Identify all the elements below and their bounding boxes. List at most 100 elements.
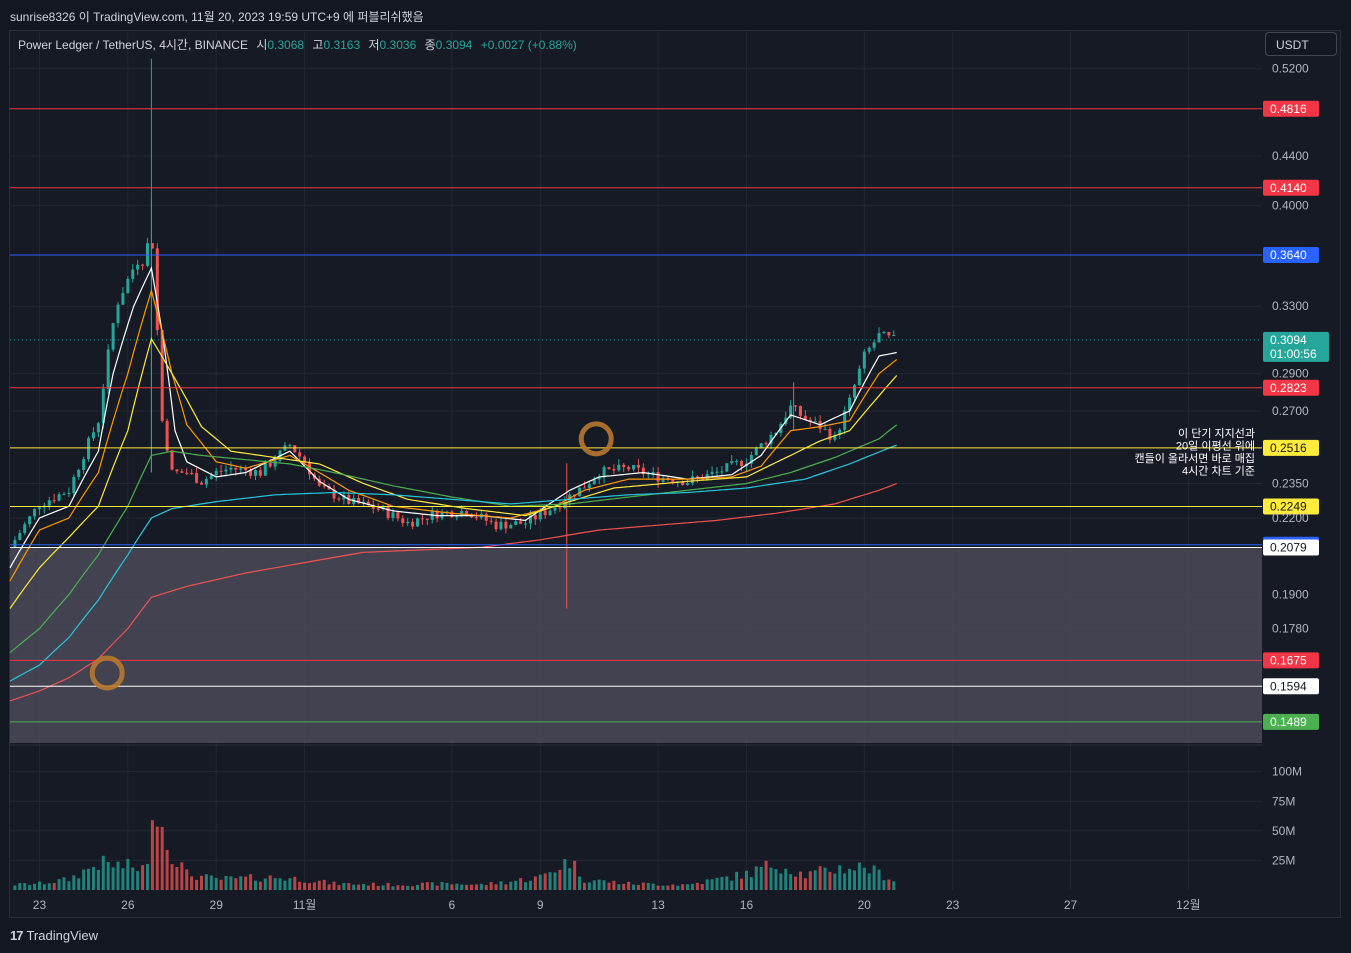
volume-bar [838,865,842,890]
symbol-name[interactable]: Power Ledger / TetherUS, 4시간, BINANCE [18,38,248,52]
volume-bar [283,880,287,890]
candle-body [199,482,203,485]
volume-bar [298,881,302,890]
candle-body [62,494,66,496]
moving-average-line [9,288,898,582]
volume-bar [794,876,798,890]
candle-body [185,472,189,474]
candle-body [126,278,130,294]
candle-body [13,539,17,548]
volume-bar [759,866,763,890]
currency-button[interactable]: USDT [1265,32,1337,56]
volume-bar [327,884,331,890]
candle-body [445,511,449,513]
candle-body [195,473,199,483]
volume-bar [332,881,336,890]
volume-bar [445,882,449,890]
level-tag [1263,100,1319,117]
volume-bar [784,868,788,890]
candle-body [764,443,768,445]
candle-body [18,533,22,540]
annotation-text: 20일 이평선 위에 [1176,439,1255,453]
volume-bar [813,870,817,890]
chart-frame[interactable] [9,30,1341,918]
volume-bar [57,879,61,890]
candle-body [617,464,621,471]
candle-body [219,470,223,472]
volume-bar [681,884,685,890]
level-tag [1263,713,1319,730]
volume-bar [548,872,552,890]
volume-bar [244,876,248,890]
candle-body [249,470,253,476]
candle-body [307,462,311,475]
volume-bar [877,869,881,890]
candle-body [528,515,532,524]
volume-bar [406,885,410,890]
volume-bar [224,875,228,890]
volume-bar [833,873,837,890]
candle-body [150,243,154,249]
level-label: 0.2516 [1270,441,1307,455]
volume-bar [646,882,650,890]
level-label: 0.1489 [1270,715,1307,729]
open-label: 시 [256,38,268,52]
volume-bar [199,875,203,890]
volume-bar [720,876,724,890]
candle-body [101,388,105,424]
volume-bar [347,883,351,890]
volume-bar [342,882,346,890]
volume-bar [661,885,665,890]
candle-body [465,511,469,516]
level-label: 0.2823 [1270,381,1307,395]
level-tag [1263,678,1319,695]
volume-bar [121,868,125,890]
candle-body [396,512,400,519]
volume-bar [37,881,41,890]
candle-body [77,469,81,477]
candle-body [450,511,454,518]
candle-body [136,264,140,270]
level-tag [1263,498,1319,515]
candle-body [892,335,896,337]
level-label: 0.2249 [1270,499,1307,513]
volume-tick-label: 25M [1272,853,1295,867]
candle-body [622,464,626,468]
candle-body [401,518,405,524]
volume-bar [484,885,488,890]
candle-body [582,487,586,489]
y-tick-label: 0.2900 [1272,367,1309,381]
candle-body [867,347,871,352]
last-price-label: 0.3094 [1270,333,1307,347]
candle-body [514,521,518,526]
volume-bar [204,874,208,890]
volume-bar [91,867,95,890]
volume-bar [543,873,547,890]
candle-body [882,331,886,334]
volume-bar [13,885,17,890]
volume-bar [538,874,542,890]
tradingview-footer[interactable]: 17 TradingView [10,928,98,943]
level-label: 0.2079 [1270,541,1307,555]
candle-body [239,468,243,470]
volume-bar [602,880,606,890]
volume-bar [872,865,876,890]
candle-body [268,463,272,467]
candle-body [303,456,307,463]
volume-bar [764,860,768,890]
volume-bar [155,826,159,890]
volume-bar [686,884,690,890]
volume-bar [568,868,572,890]
volume-bar [219,879,223,890]
volume-bar [253,880,257,890]
x-tick-label: 20 [858,898,872,912]
volume-bar [558,869,562,890]
candle-body [553,507,557,511]
annotation-text: 이 단기 지지선과 [1178,427,1255,440]
volume-bar [273,878,277,890]
volume-bar [715,877,719,890]
publish-info: sunrise8326 이 TradingView.com, 11월 20, 2… [10,10,424,24]
volume-bar [303,882,307,890]
volume-bar [136,871,140,890]
